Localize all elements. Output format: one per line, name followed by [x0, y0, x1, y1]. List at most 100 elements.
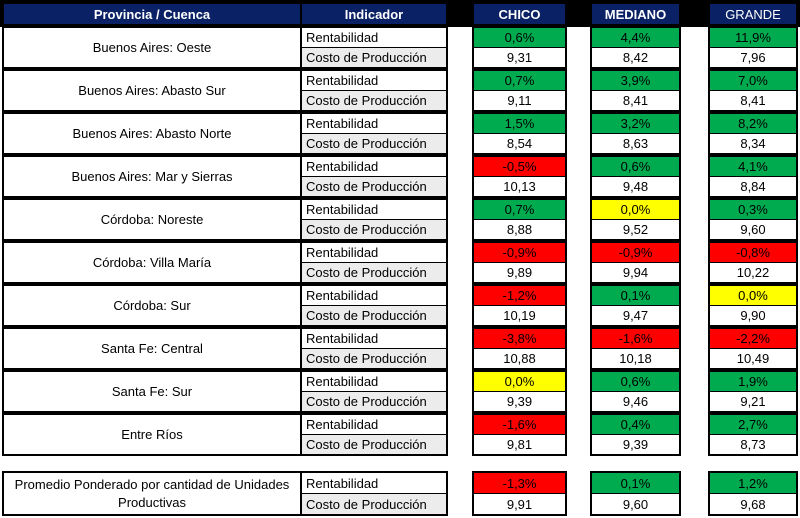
- rentabilidad-value: 0,0%: [592, 200, 679, 219]
- province-group: Buenos Aires: Mar y Sierras Rentabilidad…: [2, 155, 448, 198]
- rentabilidad-value: 0,6%: [592, 372, 679, 391]
- weighted-average-values: 0,1% 9,60: [590, 471, 681, 516]
- provincia-cell: Córdoba: Sur: [4, 286, 302, 325]
- costo-label: Costo de Producción: [302, 176, 446, 196]
- mediano-column: MEDIANO 4,4% 8,42 3,9% 8,41 3,2% 8,63 0,…: [590, 2, 681, 516]
- provincia-indicador-table: Provincia / Cuenca Indicador Buenos Aire…: [2, 2, 448, 516]
- value-group: 7,0% 8,41: [708, 69, 798, 112]
- value-group: 0,4% 9,39: [590, 413, 681, 456]
- table-spacer: [2, 456, 448, 471]
- provincia-cell: Córdoba: Noreste: [4, 200, 302, 239]
- provincia-cell: Buenos Aires: Abasto Sur: [4, 71, 302, 110]
- costo-label: Costo de Producción: [302, 219, 446, 239]
- rentabilidad-value: -1,6%: [474, 415, 565, 434]
- value-group: -3,8% 10,88: [472, 327, 567, 370]
- rentabilidad-value: -1,2%: [474, 286, 565, 305]
- rentabilidad-label: Rentabilidad: [302, 200, 446, 219]
- costo-label: Costo de Producción: [302, 391, 446, 411]
- rentabilidad-value: -0,5%: [474, 157, 565, 176]
- rentabilidad-value: 0,1%: [592, 473, 679, 493]
- value-group: 3,9% 8,41: [590, 69, 681, 112]
- costo-value: 10,13: [474, 176, 565, 196]
- provincia-cell: Buenos Aires: Abasto Norte: [4, 114, 302, 153]
- costo-value: 9,39: [474, 391, 565, 411]
- value-group: 0,7% 9,11: [472, 69, 567, 112]
- costo-label: Costo de Producción: [302, 90, 446, 110]
- rentabilidad-label: Rentabilidad: [302, 286, 446, 305]
- costo-value: 9,94: [592, 262, 679, 282]
- costo-value: 9,91: [474, 493, 565, 514]
- value-group: -1,2% 10,19: [472, 284, 567, 327]
- rentabilidad-value: 7,0%: [710, 71, 796, 90]
- province-group: Buenos Aires: Abasto Sur Rentabilidad Co…: [2, 69, 448, 112]
- province-group: Buenos Aires: Abasto Norte Rentabilidad …: [2, 112, 448, 155]
- value-group: 1,5% 8,54: [472, 112, 567, 155]
- indicador-stack: Rentabilidad Costo de Producción: [302, 415, 446, 454]
- value-group: 0,6% 9,46: [590, 370, 681, 413]
- rentabilidad-value: -2,2%: [710, 329, 796, 348]
- rentabilidad-label: Rentabilidad: [302, 71, 446, 90]
- table-spacer: [708, 456, 798, 471]
- value-group: 4,4% 8,42: [590, 26, 681, 69]
- rentabilidad-label: Rentabilidad: [302, 372, 446, 391]
- costo-value: 9,90: [710, 305, 796, 325]
- rentabilidad-value: -3,8%: [474, 329, 565, 348]
- value-group: 3,2% 8,63: [590, 112, 681, 155]
- province-group: Entre Ríos Rentabilidad Costo de Producc…: [2, 413, 448, 456]
- value-group: 8,2% 8,34: [708, 112, 798, 155]
- costo-value: 9,60: [592, 493, 679, 514]
- indicador-stack: Rentabilidad Costo de Producción: [302, 28, 446, 67]
- header-mediano: MEDIANO: [590, 2, 681, 26]
- rentabilidad-label: Rentabilidad: [302, 329, 446, 348]
- costo-value: 9,68: [710, 493, 796, 514]
- indicador-stack: Rentabilidad Costo de Producción: [302, 200, 446, 239]
- costo-value: 8,42: [592, 47, 679, 67]
- costo-value: 8,73: [710, 434, 796, 454]
- rentabilidad-value: 0,1%: [592, 286, 679, 305]
- value-group: -2,2% 10,49: [708, 327, 798, 370]
- costo-value: 8,88: [474, 219, 565, 239]
- costo-value: 8,63: [592, 133, 679, 153]
- grande-column: GRANDE 11,9% 7,96 7,0% 8,41 8,2% 8,34 4,…: [708, 2, 798, 516]
- costo-label: Costo de Producción: [302, 434, 446, 454]
- costo-value: 10,88: [474, 348, 565, 368]
- rentabilidad-value: 2,7%: [710, 415, 796, 434]
- province-group: Córdoba: Sur Rentabilidad Costo de Produ…: [2, 284, 448, 327]
- indicador-stack: Rentabilidad Costo de Producción: [302, 372, 446, 411]
- value-group: 0,7% 8,88: [472, 198, 567, 241]
- value-group: -0,9% 9,94: [590, 241, 681, 284]
- rentabilidad-value: 11,9%: [710, 28, 796, 47]
- province-group: Córdoba: Noreste Rentabilidad Costo de P…: [2, 198, 448, 241]
- rentabilidad-value: 0,6%: [474, 28, 565, 47]
- rentabilidad-value: 0,4%: [592, 415, 679, 434]
- costo-value: 8,34: [710, 133, 796, 153]
- value-group: -1,6% 10,18: [590, 327, 681, 370]
- value-group: -0,9% 9,89: [472, 241, 567, 284]
- costo-value: 9,47: [592, 305, 679, 325]
- costo-value: 8,41: [592, 90, 679, 110]
- rentabilidad-value: 0,7%: [474, 200, 565, 219]
- rentabilidad-label: Rentabilidad: [302, 157, 446, 176]
- province-group: Santa Fe: Sur Rentabilidad Costo de Prod…: [2, 370, 448, 413]
- header-provincia: Provincia / Cuenca: [2, 2, 302, 26]
- costo-value: 8,84: [710, 176, 796, 196]
- provincia-cell: Córdoba: Villa María: [4, 243, 302, 282]
- costo-label: Costo de Producción: [302, 493, 446, 514]
- costo-value: 9,60: [710, 219, 796, 239]
- value-group: 0,6% 9,48: [590, 155, 681, 198]
- table-header-row: Provincia / Cuenca Indicador: [2, 2, 448, 26]
- costo-value: 10,19: [474, 305, 565, 325]
- provincia-cell: Santa Fe: Sur: [4, 372, 302, 411]
- value-group: -0,8% 10,22: [708, 241, 798, 284]
- rentabilidad-value: 8,2%: [710, 114, 796, 133]
- costo-value: 10,18: [592, 348, 679, 368]
- indicador-stack: Rentabilidad Costo de Producción: [302, 286, 446, 325]
- rentabilidad-value: 4,1%: [710, 157, 796, 176]
- province-group: Buenos Aires: Oeste Rentabilidad Costo d…: [2, 26, 448, 69]
- costo-label: Costo de Producción: [302, 305, 446, 325]
- rentabilidad-value: 1,9%: [710, 372, 796, 391]
- rentabilidad-label: Rentabilidad: [302, 473, 446, 493]
- rentabilidad-value: 0,3%: [710, 200, 796, 219]
- header-grande: GRANDE: [708, 2, 798, 26]
- costo-value: 9,31: [474, 47, 565, 67]
